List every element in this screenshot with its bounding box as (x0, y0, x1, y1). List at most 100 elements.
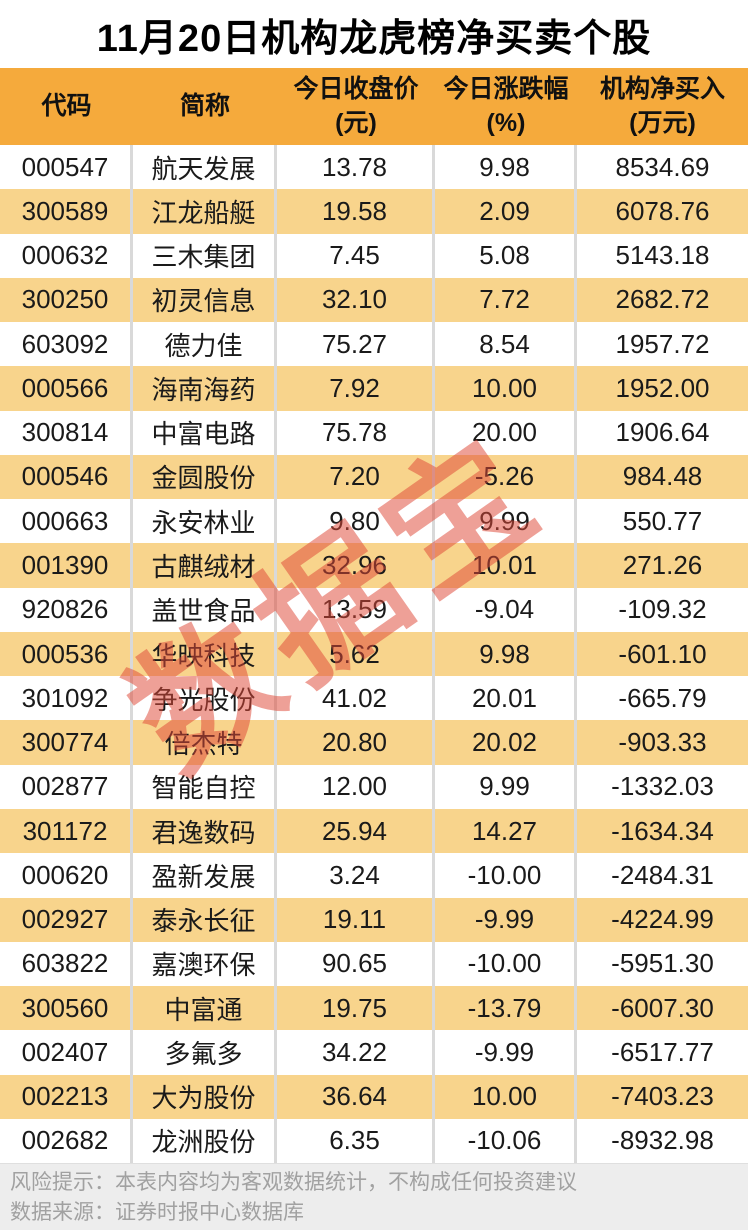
table-cell: 271.26 (622, 550, 703, 581)
table-cell: 20.02 (435, 720, 577, 765)
table-cell: -10.00 (435, 941, 577, 987)
table-row: 002927 泰永长征 19.11 -9.99 -4224.99 (0, 897, 748, 942)
table-cell: 1952.00 (615, 372, 710, 403)
table-row: 002407 多氟多 34.22 -9.99 -6517.77 (0, 1030, 748, 1075)
table-cell: -8932.98 (611, 1125, 714, 1156)
table-cell: 盈新发展 (133, 853, 277, 898)
table-cell: 13.78 (277, 145, 435, 190)
table-cell: 中富通 (133, 986, 277, 1031)
table-cell: 中富电路 (133, 410, 277, 455)
table-cell: -10.00 (435, 853, 577, 898)
table-cell: 603822 (0, 941, 133, 987)
table-row: 000620 盈新发展 3.24 -10.00 -2484.31 (0, 853, 748, 898)
header-change-pct: 今日涨跌幅 (%) (435, 68, 577, 145)
table-cell: 41.02 (277, 676, 435, 721)
table-cell: 9.99 (435, 499, 577, 544)
table-cell: 603092 (0, 322, 133, 367)
table-cell: 300774 (0, 720, 133, 765)
table-cell: -9.04 (435, 587, 577, 632)
table-cell: 1906.64 (615, 417, 710, 448)
table-cell: 920826 (0, 587, 133, 632)
table-cell: 000566 (0, 366, 133, 411)
table-cell: -601.10 (618, 638, 707, 669)
table-cell: 000620 (0, 853, 133, 898)
stock-table: 代码 简称 今日收盘价 (元) 今日涨跌幅 (%) 机构净买入 (万元) 000… (0, 68, 748, 1164)
table-cell: -665.79 (618, 682, 707, 713)
table-cell: 75.78 (277, 410, 435, 455)
table-cell: 301172 (0, 808, 133, 854)
table-cell: -9.99 (435, 897, 577, 942)
header-code: 代码 (0, 68, 133, 145)
table-cell: 永安林业 (133, 499, 277, 544)
table-row: 300774 倍杰特 20.80 20.02 -903.33 (0, 720, 748, 765)
table-cell: 8.54 (435, 322, 577, 367)
header-name-label: 简称 (179, 91, 230, 120)
table-cell: 初灵信息 (133, 277, 277, 323)
table-row: 000632 三木集团 7.45 5.08 5143.18 (0, 233, 748, 278)
table-cell: -2484.31 (611, 859, 714, 890)
table-row: 002877 智能自控 12.00 9.99 -1332.03 (0, 764, 748, 809)
table-header-row: 代码 简称 今日收盘价 (元) 今日涨跌幅 (%) 机构净买入 (万元) (0, 68, 748, 145)
table-cell: 19.58 (277, 189, 435, 234)
header-change-pct-label: 今日涨跌幅 (443, 74, 569, 103)
table-row: 000547 航天发展 13.78 9.98 8534.69 (0, 145, 748, 190)
table-cell: 嘉澳环保 (133, 941, 277, 987)
table-cell: 25.94 (277, 808, 435, 854)
table-cell: 14.27 (435, 808, 577, 854)
table-row: 301092 争光股份 41.02 20.01 -665.79 (0, 676, 748, 721)
table-cell: 10.00 (435, 366, 577, 411)
table-cell: -9.99 (435, 1030, 577, 1075)
table-cell: 300250 (0, 277, 133, 323)
table-cell: 8534.69 (615, 151, 710, 182)
table-cell: -1634.34 (611, 815, 714, 846)
table-row: 002213 大为股份 36.64 10.00 -7403.23 (0, 1074, 748, 1119)
table-cell: 000632 (0, 233, 133, 278)
header-close-price: 今日收盘价 (元) (277, 68, 435, 145)
table-cell: 32.96 (277, 543, 435, 588)
table-cell: 2682.72 (615, 284, 710, 315)
table-cell: 6078.76 (615, 195, 710, 226)
table-cell: -5951.30 (611, 948, 714, 979)
table-row: 000566 海南海药 7.92 10.00 1952.00 (0, 366, 748, 411)
table-cell: -6517.77 (611, 1036, 714, 1067)
table-cell: -4224.99 (611, 904, 714, 935)
table-cell: 泰永长征 (133, 897, 277, 942)
table-cell: 7.45 (277, 233, 435, 278)
table-row: 300589 江龙船艇 19.58 2.09 6078.76 (0, 189, 748, 234)
table-cell: 3.24 (277, 853, 435, 898)
table-row: 000663 永安林业 9.80 9.99 550.77 (0, 499, 748, 544)
table-row: 301172 君逸数码 25.94 14.27 -1634.34 (0, 808, 748, 854)
table-cell: 争光股份 (133, 676, 277, 721)
table-cell: -10.06 (435, 1118, 577, 1164)
footer: 风险提示：本表内容均为客观数据统计，不构成任何投资建议 数据来源：证券时报中心数… (0, 1163, 748, 1230)
table-row: 000536 华映科技 5.62 9.98 -601.10 (0, 631, 748, 677)
table-row: 300250 初灵信息 32.10 7.72 2682.72 (0, 277, 748, 323)
table-cell: 000546 (0, 454, 133, 500)
table-cell: -903.33 (618, 727, 707, 758)
table-row: 603822 嘉澳环保 90.65 -10.00 -5951.30 (0, 941, 748, 987)
table-cell: 大为股份 (133, 1074, 277, 1119)
table-cell: 7.72 (435, 277, 577, 323)
table-cell: 001390 (0, 543, 133, 588)
table-cell: 德力佳 (133, 322, 277, 367)
table-cell: 002407 (0, 1030, 133, 1075)
table-row: 002682 龙洲股份 6.35 -10.06 -8932.98 (0, 1118, 748, 1164)
header-close-price-unit: (元) (335, 108, 377, 137)
table-cell: 江龙船艇 (133, 189, 277, 234)
header-net-buy-unit: (万元) (629, 108, 696, 137)
table-cell: 6.35 (277, 1118, 435, 1164)
table-cell: 9.98 (435, 631, 577, 677)
table-cell: 002682 (0, 1118, 133, 1164)
table-cell: -1332.03 (611, 771, 714, 802)
table-cell: 5143.18 (615, 240, 710, 271)
risk-note: 风险提示：本表内容均为客观数据统计，不构成任何投资建议 (10, 1171, 577, 1194)
table-row: 603092 德力佳 75.27 8.54 1957.72 (0, 322, 748, 367)
table-cell: 5.08 (435, 233, 577, 278)
header-change-pct-unit: (%) (486, 108, 526, 137)
header-net-buy: 机构净买入 (万元) (577, 68, 748, 145)
table-cell: 9.98 (435, 145, 577, 190)
table-cell: 300560 (0, 986, 133, 1031)
table-cell: 20.00 (435, 410, 577, 455)
table-cell: 盖世食品 (133, 587, 277, 632)
